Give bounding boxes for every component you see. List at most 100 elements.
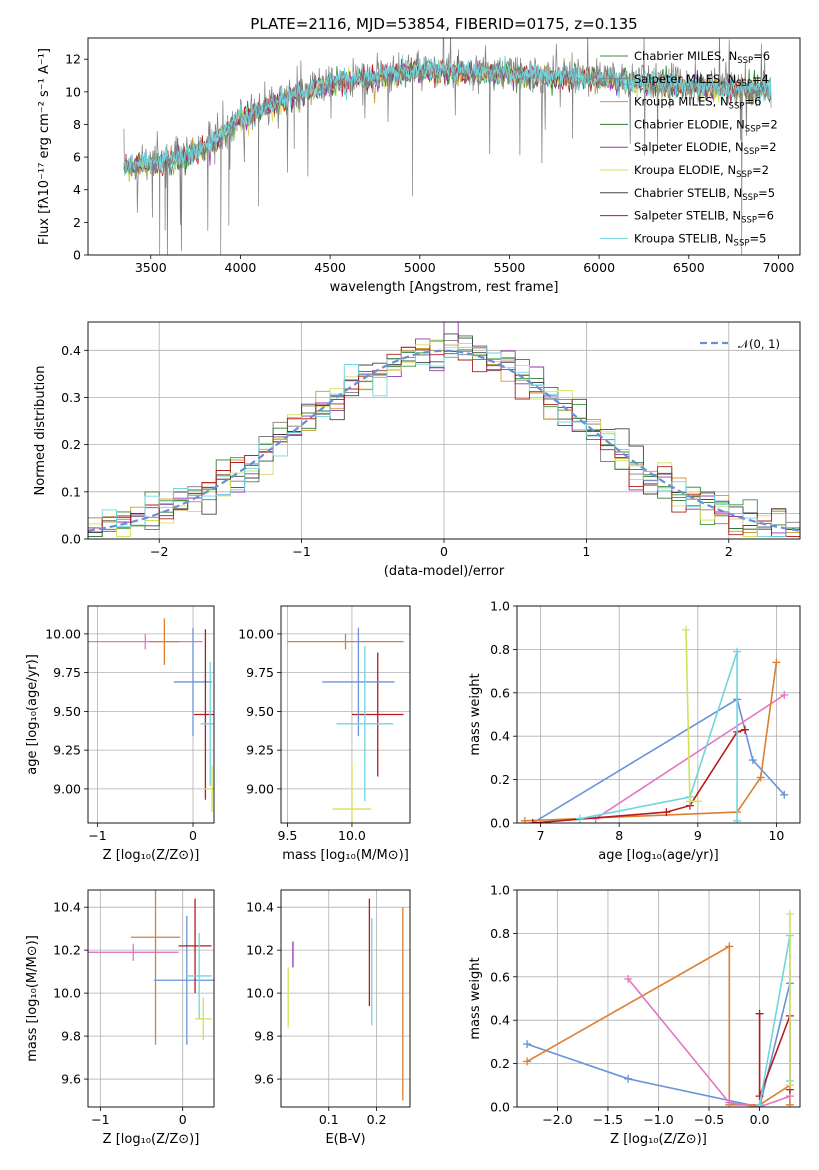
y-tick-label: 0.8 xyxy=(490,926,510,941)
data-point xyxy=(153,915,214,1045)
gaussian-curve xyxy=(88,349,800,532)
y-tick-label: 9.75 xyxy=(53,665,81,680)
series-marker xyxy=(755,1100,764,1107)
y-axis-label: mass [log₁₀(M/M⊙)] xyxy=(25,935,40,1062)
x-axis-label: Z [log₁₀(Z/Z⊙)] xyxy=(103,848,200,863)
y-tick-label: 9.6 xyxy=(61,1072,81,1087)
y-tick-label: 9.25 xyxy=(246,743,274,758)
y-tick-label: 0.4 xyxy=(61,343,81,358)
x-axis-label: Z [log₁₀(Z/Z⊙)] xyxy=(103,1132,200,1147)
age-vs-metallicity-panel: −1 0 9.00 9.25 9.50 9.75 10.00 Z [log₁₀(Z/Z⊙)] a… xyxy=(25,605,215,863)
series-marker xyxy=(785,1100,794,1107)
series-marker xyxy=(785,1081,794,1090)
series-marker xyxy=(725,1098,734,1107)
y-tick-label: 10.0 xyxy=(53,986,81,1001)
y-axis-label: mass weight xyxy=(468,673,483,755)
legend-entry: Chabrier ELODIE, NSSP=2 xyxy=(634,117,778,134)
error-bars xyxy=(287,898,404,1101)
data-point xyxy=(178,898,212,994)
data-point xyxy=(88,943,179,961)
data-point xyxy=(186,932,212,1019)
x-tick-label: −0.5 xyxy=(694,1112,724,1127)
series-marker xyxy=(755,1009,764,1018)
series-marker xyxy=(780,790,789,799)
legend-subscript: SSP xyxy=(745,124,761,134)
series-marker xyxy=(528,819,537,823)
data-point xyxy=(287,633,404,650)
series-marker xyxy=(520,816,529,823)
y-tick-label: 9.75 xyxy=(246,665,274,680)
legend-entry: Chabrier STELIB, NSSP=5 xyxy=(634,186,775,203)
x-tick-label: 0.2 xyxy=(367,1112,387,1127)
y-tick-label: 0.4 xyxy=(490,729,510,744)
legend-entry: Chabrier MILES, NSSP=6 xyxy=(634,49,770,66)
series-line xyxy=(524,662,778,822)
x-tick-label: 6500 xyxy=(673,260,705,275)
y-tick-label: 0.2 xyxy=(490,772,510,787)
legend-entry: Kroupa ELODIE, NSSP=2 xyxy=(634,163,769,180)
y-tick-label: 10.0 xyxy=(246,986,274,1001)
series-marker xyxy=(733,647,742,656)
age-vs-mass-panel: 9.5 10.0 9.00 9.25 9.50 9.75 10.00 mass [log₁₀(… xyxy=(238,605,411,863)
x-tick-label: 1 xyxy=(582,544,590,559)
legend-entry: Salpeter STELIB, NSSP=6 xyxy=(634,209,774,226)
series-marker xyxy=(662,808,671,817)
legend-count: =2 xyxy=(752,163,769,177)
y-tick-label: 12 xyxy=(65,52,81,67)
legend-count: =6 xyxy=(753,49,770,63)
y-tick-label: 4 xyxy=(73,182,81,197)
axes-frame xyxy=(87,605,215,824)
y-tick-label: 10 xyxy=(65,84,81,99)
series-marker xyxy=(624,1074,633,1083)
series-marker xyxy=(748,756,757,765)
series-marker xyxy=(624,974,633,983)
series-line xyxy=(526,983,791,1107)
x-tick-label: 5500 xyxy=(494,260,526,275)
data-point xyxy=(150,618,179,665)
y-tick-label: 0.1 xyxy=(61,484,81,499)
series-marker xyxy=(772,658,781,667)
legend-subscript: SSP xyxy=(729,102,745,112)
error-bars xyxy=(88,890,214,1045)
y-tick-label: 9.00 xyxy=(53,781,81,796)
spectrum-panel: 3500 4000 4500 5000 5500 6000 6500 7000 0 2 4 6 8 10 1… xyxy=(37,37,801,295)
y-axis-label: Normed distribution xyxy=(33,366,48,496)
series-marker xyxy=(523,1057,532,1066)
mass-vs-extinction-panel: 0.1 0.2 9.6 9.8 10.0 10.2 10.4 E(B-V) xyxy=(246,889,411,1147)
error-bars xyxy=(88,618,214,813)
series-line xyxy=(579,651,738,821)
spectrum-curves xyxy=(123,38,772,255)
y-tick-label: 0.0 xyxy=(61,532,81,547)
histogram-steps xyxy=(88,322,800,538)
x-axis-label: (data-model)/error xyxy=(384,564,505,579)
y-tick-label: 10.4 xyxy=(53,900,81,915)
x-tick-label: 2 xyxy=(725,544,733,559)
y-tick-label: 0 xyxy=(73,248,81,263)
legend-subscript: SSP xyxy=(737,56,753,66)
legend-entry: 𝒩(0, 1) xyxy=(738,337,780,351)
x-tick-label: 6000 xyxy=(583,260,615,275)
legend-count: =6 xyxy=(744,95,761,109)
histogram-series xyxy=(88,346,800,538)
legend-entry: Salpeter MILES, NSSP=4 xyxy=(634,72,769,89)
y-tick-label: 10.2 xyxy=(246,943,274,958)
y-tick-label: 9.8 xyxy=(61,1029,81,1044)
x-tick-label: 10 xyxy=(768,828,784,843)
legend-subscript: SSP xyxy=(736,170,752,180)
x-tick-label: 0 xyxy=(189,828,197,843)
y-tick-label: 0.0 xyxy=(490,816,510,831)
y-tick-label: 10.00 xyxy=(238,626,274,641)
axes-frame xyxy=(516,889,801,1108)
series-line xyxy=(532,728,746,823)
y-axis-label: age [log₁₀(age/yr)] xyxy=(25,654,40,775)
axes-frame xyxy=(516,605,801,824)
error-bars xyxy=(287,627,404,823)
axes-frame xyxy=(280,605,411,824)
legend-count: =6 xyxy=(757,209,774,223)
axes-frame xyxy=(87,37,801,256)
y-tick-label: 0.6 xyxy=(490,685,510,700)
data-point xyxy=(322,627,395,737)
series-marker xyxy=(693,797,702,806)
y-tick-label: 9.50 xyxy=(53,704,81,719)
legend-count: =2 xyxy=(760,140,777,154)
